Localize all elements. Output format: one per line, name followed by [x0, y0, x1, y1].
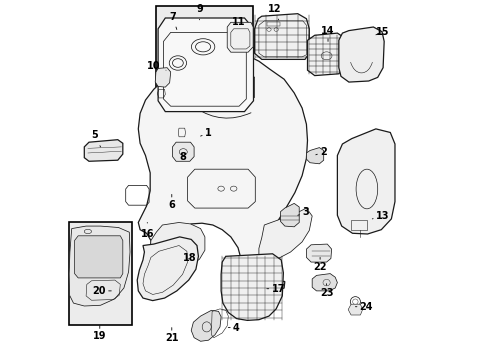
Text: 4: 4 — [228, 323, 239, 333]
Text: 23: 23 — [319, 284, 333, 298]
Text: 10: 10 — [147, 60, 166, 71]
Polygon shape — [75, 236, 122, 278]
Text: 16: 16 — [140, 222, 154, 239]
Text: 22: 22 — [313, 257, 326, 272]
Text: 18: 18 — [182, 253, 196, 264]
Text: 19: 19 — [93, 326, 106, 341]
Polygon shape — [138, 53, 307, 292]
Text: 2: 2 — [315, 147, 326, 157]
Polygon shape — [227, 22, 253, 52]
Polygon shape — [306, 148, 323, 164]
Text: 1: 1 — [200, 128, 211, 138]
Text: 7: 7 — [169, 12, 177, 30]
Polygon shape — [338, 27, 384, 82]
Text: 11: 11 — [231, 17, 244, 27]
Text: 20: 20 — [92, 286, 111, 296]
Text: 5: 5 — [92, 130, 101, 147]
Polygon shape — [191, 310, 221, 341]
Text: 15: 15 — [375, 27, 388, 37]
Polygon shape — [337, 129, 394, 234]
Polygon shape — [311, 274, 337, 291]
Text: 13: 13 — [371, 211, 388, 221]
Polygon shape — [306, 244, 331, 262]
Polygon shape — [69, 226, 130, 306]
Polygon shape — [221, 254, 283, 320]
Polygon shape — [254, 14, 309, 59]
Polygon shape — [280, 203, 299, 227]
Polygon shape — [158, 18, 253, 112]
Text: 8: 8 — [179, 152, 185, 162]
Polygon shape — [347, 304, 362, 315]
Text: 12: 12 — [268, 4, 281, 20]
Polygon shape — [258, 208, 311, 262]
Text: 3: 3 — [297, 207, 308, 217]
Bar — [69, 222, 132, 325]
Text: 9: 9 — [196, 4, 203, 20]
Text: 24: 24 — [355, 302, 372, 312]
Polygon shape — [172, 142, 194, 161]
Polygon shape — [84, 140, 122, 161]
Text: 14: 14 — [321, 26, 334, 41]
Text: 17: 17 — [266, 284, 285, 294]
Text: 6: 6 — [168, 194, 175, 210]
Polygon shape — [137, 237, 198, 301]
Polygon shape — [150, 222, 204, 269]
Polygon shape — [307, 33, 344, 76]
Text: 21: 21 — [164, 328, 178, 343]
Bar — [156, 6, 253, 113]
Polygon shape — [155, 68, 170, 87]
